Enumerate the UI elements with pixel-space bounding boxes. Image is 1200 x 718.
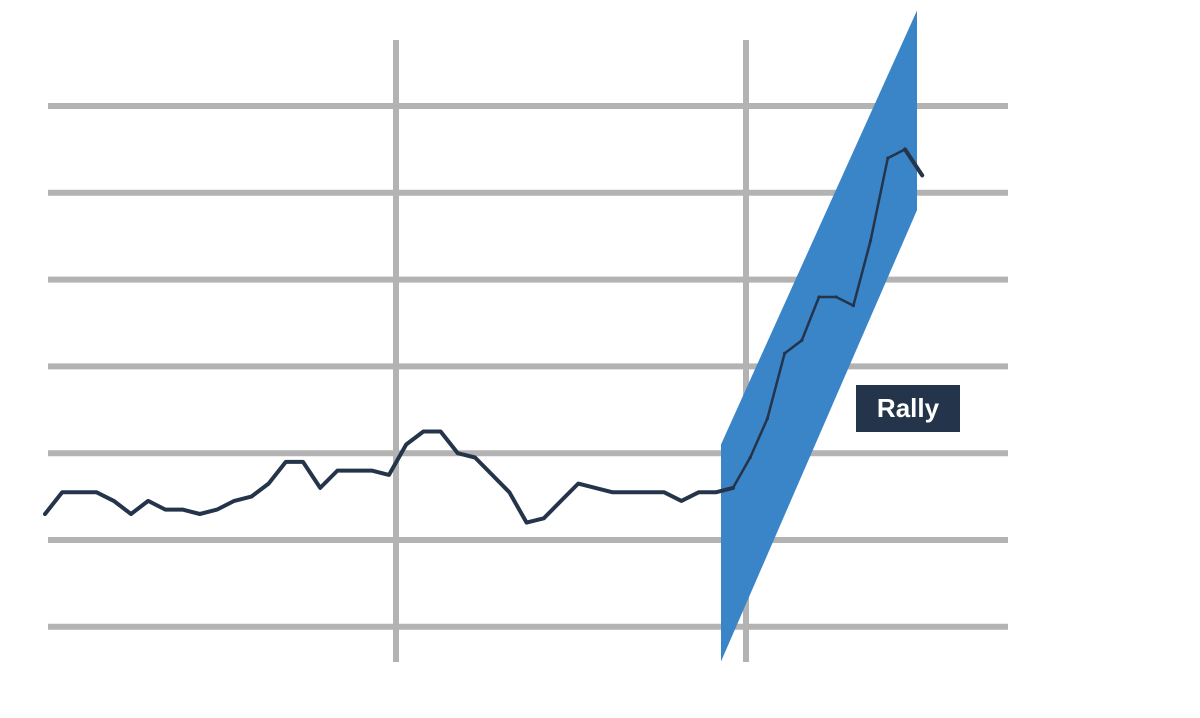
data-point: [525, 521, 529, 525]
data-point: [542, 516, 546, 520]
data-point: [284, 460, 288, 464]
data-point: [181, 508, 185, 512]
data-point: [267, 481, 271, 486]
data-point: [800, 338, 804, 342]
data-point: [404, 442, 408, 447]
data-point: [662, 490, 666, 494]
data-point: [679, 499, 684, 503]
rally-channel: [721, 10, 917, 662]
rally-channel-layer: [721, 10, 917, 662]
data-point: [851, 304, 856, 308]
data-point: [765, 416, 770, 421]
data-point: [353, 468, 357, 473]
data-point: [421, 429, 425, 434]
data-point: [318, 486, 322, 490]
data-point: [886, 156, 890, 160]
grid-layer: [48, 40, 1008, 662]
data-point: [817, 295, 821, 299]
data-point: [507, 490, 511, 494]
data-point: [60, 490, 64, 494]
data-point: [748, 455, 752, 460]
data-point: [215, 508, 219, 512]
data-point: [439, 429, 443, 434]
data-point: [559, 499, 563, 503]
data-point: [576, 481, 580, 486]
price-line-before-rally: [43, 429, 735, 525]
data-point: [43, 512, 47, 516]
data-point: [95, 490, 99, 494]
data-point: [249, 495, 253, 499]
rally-label: Rally: [877, 393, 940, 423]
data-point: [611, 490, 615, 494]
data-point: [628, 490, 632, 494]
data-point: [387, 473, 391, 477]
data-point: [370, 468, 374, 473]
data-point: [593, 486, 598, 490]
data-point: [198, 512, 202, 516]
data-point: [714, 490, 718, 494]
data-point: [697, 490, 701, 494]
data-point: [490, 473, 494, 477]
data-point: [783, 351, 787, 355]
data-point: [903, 147, 907, 151]
data-point: [232, 499, 236, 503]
data-point: [869, 238, 873, 243]
data-point: [731, 486, 735, 490]
data-point: [129, 512, 133, 516]
price-line-after-rally: [903, 147, 925, 178]
rally-label-box: [856, 385, 960, 432]
data-point: [163, 508, 167, 512]
data-point: [456, 451, 460, 455]
data-point: [335, 468, 339, 473]
data-point: [473, 455, 477, 460]
data-point: [146, 499, 150, 503]
data-point: [77, 490, 81, 494]
data-point: [645, 490, 649, 494]
data-point: [920, 173, 924, 178]
annotation-layer: Rally: [856, 385, 960, 432]
price-line-layer: [43, 147, 925, 525]
data-point: [112, 499, 116, 503]
data-point: [301, 460, 305, 464]
data-point: [834, 295, 838, 299]
